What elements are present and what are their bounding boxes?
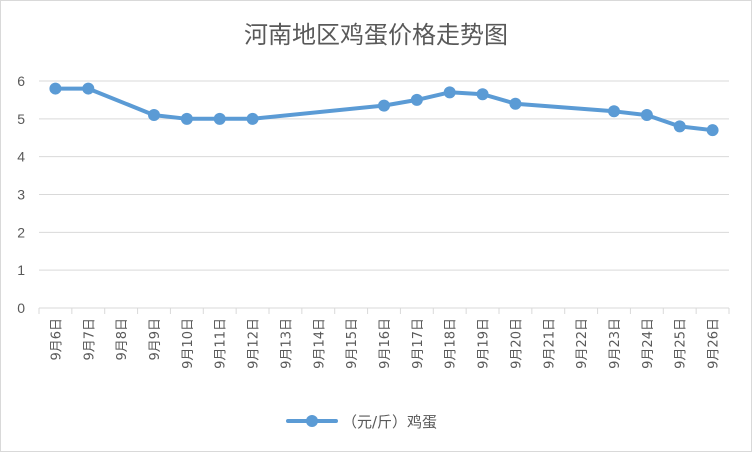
x-tick-label: 9月10日 <box>181 318 196 369</box>
data-point <box>640 109 653 122</box>
x-tick-label: 9月11日 <box>214 318 229 369</box>
x-tick-label: 9月16日 <box>378 318 393 369</box>
y-tick-label: 5 <box>17 111 25 127</box>
y-tick-label: 3 <box>17 187 25 203</box>
data-point <box>410 93 423 106</box>
data-point <box>673 120 686 133</box>
x-tick-label: 9月25日 <box>674 318 689 369</box>
data-point <box>378 99 390 112</box>
series-layer <box>49 82 719 137</box>
y-tick-label: 0 <box>17 300 25 316</box>
x-tick-label: 9月19日 <box>477 318 492 369</box>
legend: （元/斤）鸡蛋 <box>286 413 437 431</box>
data-point <box>608 105 620 118</box>
data-point <box>180 112 193 125</box>
x-tick-label: 9月21日 <box>542 318 557 369</box>
legend-label: （元/斤）鸡蛋 <box>342 413 437 431</box>
x-tick-label: 9月23日 <box>608 318 623 369</box>
data-point <box>148 109 160 122</box>
legend-marker-swatch <box>306 415 318 427</box>
chart-title: 河南地区鸡蛋价格走势图 <box>244 21 508 49</box>
x-tick-label: 9月20日 <box>509 318 524 369</box>
y-tick-label: 1 <box>17 262 25 278</box>
x-tick-label: 9月14日 <box>312 318 327 369</box>
data-point <box>49 82 62 95</box>
x-tick-label: 9月17日 <box>411 318 426 369</box>
data-point <box>82 82 95 95</box>
x-tick-label: 9月7日 <box>82 318 97 361</box>
x-axis-ticks: 9月6日 9月7日 9月8日 9月9日 9月10日 9月11日 9月12日 9月13日 9月14… <box>38 308 730 369</box>
y-tick-label: 2 <box>17 224 25 240</box>
data-point <box>509 97 522 110</box>
data-point <box>213 112 226 125</box>
data-point <box>246 112 259 125</box>
x-tick-label: 9月22日 <box>575 318 590 369</box>
x-tick-label: 9月12日 <box>247 318 262 369</box>
x-tick-label: 9月6日 <box>49 318 64 361</box>
data-point <box>443 86 456 99</box>
x-tick-label: 9月8日 <box>115 318 130 361</box>
x-tick-label: 9月9日 <box>148 318 163 361</box>
grid-layer <box>39 80 729 309</box>
y-tick-label: 6 <box>17 73 25 89</box>
x-tick-label: 9月13日 <box>279 318 294 369</box>
data-point <box>706 124 719 137</box>
y-tick-label: 4 <box>17 149 25 165</box>
data-point <box>476 88 489 101</box>
x-tick-label: 9月24日 <box>641 318 656 369</box>
y-axis-ticks: 0 1 2 3 4 5 6 <box>17 73 25 316</box>
x-tick-label: 9月26日 <box>707 318 722 369</box>
x-tick-label: 9月15日 <box>345 318 360 369</box>
x-tick-label: 9月18日 <box>444 318 459 369</box>
